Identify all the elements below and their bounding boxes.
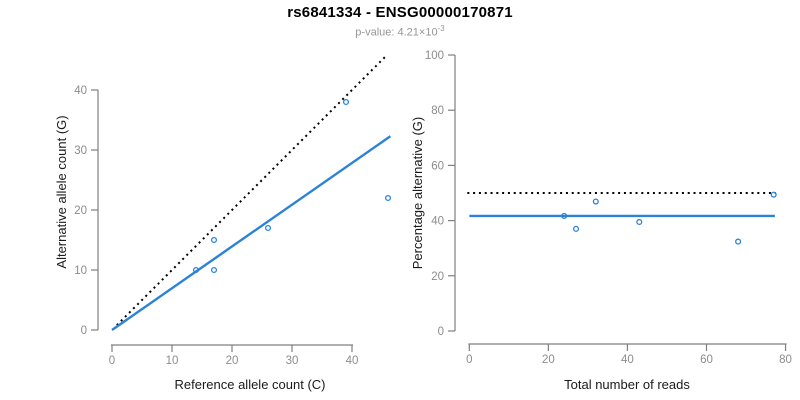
x-tick-label: 20	[542, 354, 555, 366]
data-point	[561, 212, 568, 219]
x-tick-label: 0	[466, 354, 472, 366]
y-tick-label: 60	[431, 160, 444, 172]
data-point	[636, 218, 643, 226]
x-tick-label: 80	[779, 354, 792, 366]
figure-title: rs6841334 - ENSG00000170871	[287, 4, 513, 21]
y-tick-label: 80	[431, 105, 444, 117]
y-tick-label: 20	[431, 271, 444, 283]
data-point	[342, 98, 350, 106]
y-tick-label: 40	[74, 85, 87, 97]
x-tick-label: 60	[700, 354, 713, 366]
data-point	[192, 266, 200, 274]
y-tick-label: 0	[438, 326, 444, 338]
x-tick-label: 40	[621, 354, 634, 366]
data-point	[210, 236, 218, 244]
y-tick-label: 0	[81, 325, 87, 337]
right-plot: 0 20 40 60 80 100 0 20 40 60 80 Total number of rea…	[410, 50, 792, 392]
data-point	[572, 225, 580, 232]
left-plot: 0 10 20 30 40 0 10 20 30 40 Reference allele count…	[54, 55, 392, 392]
x-tick-label: 40	[346, 355, 359, 367]
identity-line	[116, 55, 387, 326]
x-tick-label: 0	[109, 355, 115, 367]
y-tick-label: 30	[74, 145, 87, 157]
figure-subtitle: p-value: 4.21×10-3	[0, 24, 800, 39]
data-point	[735, 238, 742, 245]
y-axis-title: Percentage alternative (G)	[410, 117, 425, 269]
data-point	[384, 194, 392, 202]
y-tick-label: 10	[74, 265, 87, 277]
x-tick-label: 20	[226, 355, 239, 367]
y-tick-label: 40	[431, 216, 444, 228]
fit-line	[111, 135, 392, 331]
data-point	[592, 198, 599, 205]
p-value-text: p-value: 4.21×10	[355, 26, 438, 39]
x-tick-label: 30	[286, 355, 299, 367]
data-point	[770, 191, 777, 198]
y-axis-title: Alternative allele count (G)	[54, 115, 69, 268]
data-point	[264, 224, 272, 232]
y-tick-label: 100	[425, 50, 444, 62]
x-tick-label: 10	[166, 355, 179, 367]
data-point	[210, 266, 218, 274]
y-tick-label: 20	[74, 205, 87, 217]
p-value-exponent: -3	[437, 24, 445, 33]
x-axis-title: Total number of reads	[564, 377, 690, 392]
x-axis-title: Reference allele count (C)	[174, 377, 325, 392]
